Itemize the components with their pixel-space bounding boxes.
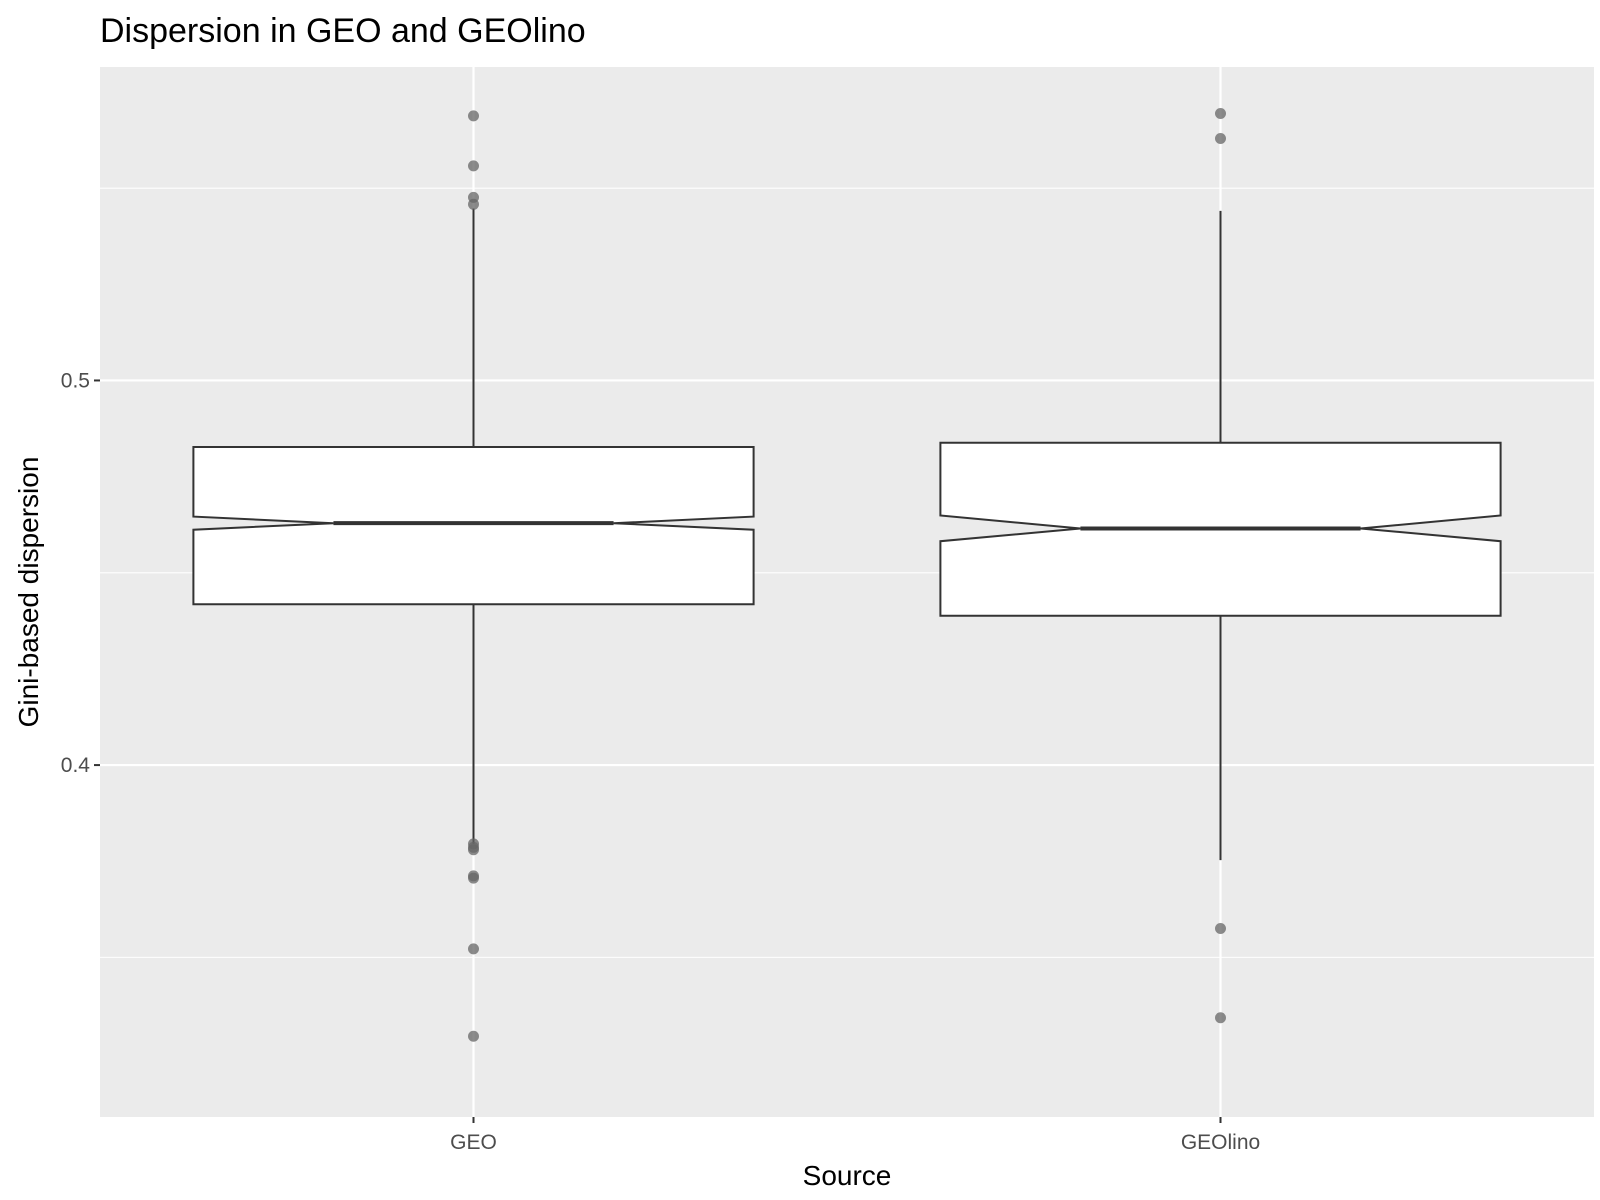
x-axis-title: Source: [803, 1160, 892, 1191]
outlier-point: [468, 1030, 479, 1042]
outlier-point: [468, 191, 479, 203]
y-axis-title: Gini-based dispersion: [13, 457, 44, 728]
outlier-point: [468, 160, 479, 172]
y-tick-label: 0.5: [61, 369, 90, 392]
box-layer: [192, 108, 1502, 1042]
y-tick-label: 0.4: [61, 754, 91, 777]
box-geolino: [939, 108, 1502, 1024]
x-tick-label: GEO: [450, 1131, 497, 1154]
outlier-point: [1215, 133, 1226, 145]
outlier-point: [1215, 108, 1226, 120]
box-geo: [192, 110, 755, 1042]
outlier-point: [468, 844, 479, 856]
outlier-point: [468, 872, 479, 884]
outlier-point: [468, 110, 479, 122]
outlier-point: [468, 943, 479, 955]
notched-box: [192, 446, 755, 606]
outlier-point: [1215, 1012, 1226, 1024]
chart-title: Dispersion in GEO and GEOlino: [100, 12, 586, 50]
axis-layer: 0.4 0.5 GEO GEOlino: [61, 369, 1260, 1154]
outlier-point: [1215, 923, 1226, 935]
x-tick-label: GEOlino: [1181, 1131, 1260, 1154]
